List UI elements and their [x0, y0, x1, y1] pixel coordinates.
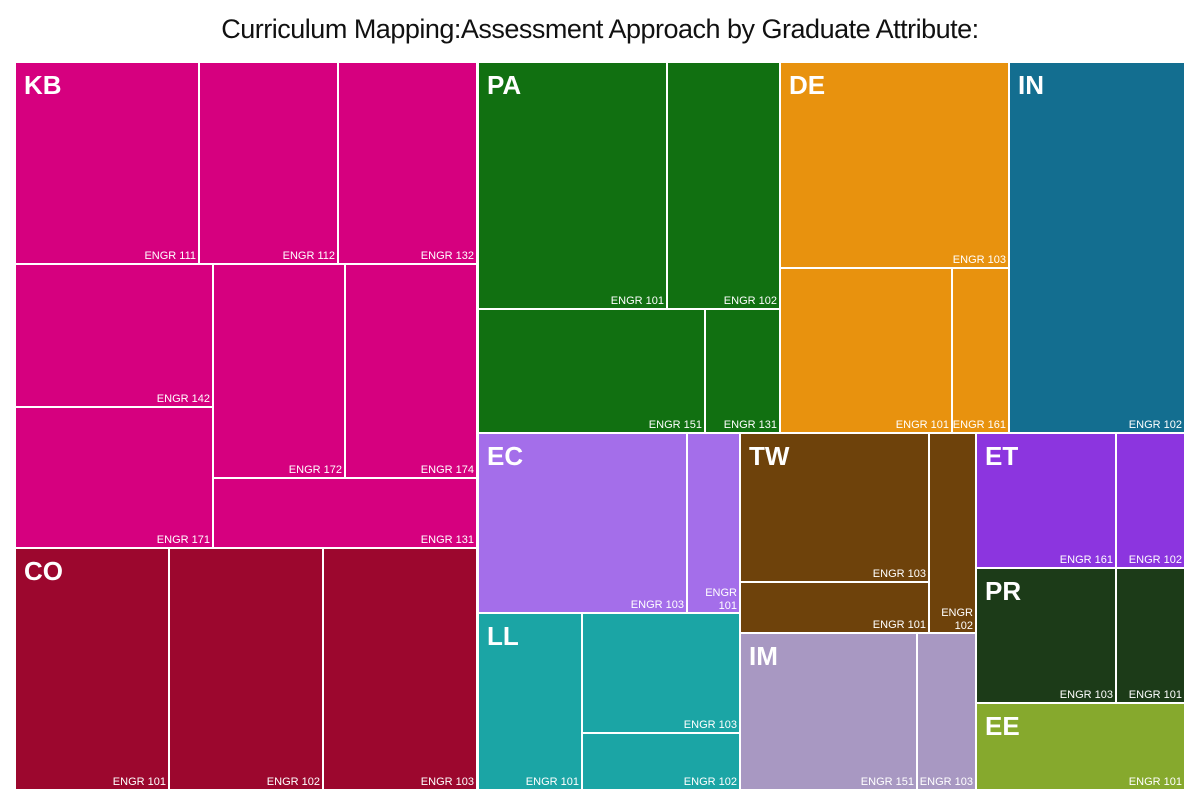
- group-label-im: IM: [749, 641, 778, 671]
- tile-label: ENGR 102: [724, 295, 777, 307]
- tile-label: ENGR 103: [873, 568, 926, 580]
- group-label-ec: EC: [487, 441, 523, 471]
- tile-label: ENGR 171: [157, 534, 210, 546]
- tile-label: ENGR 151: [861, 776, 914, 788]
- tile-et-engr-102[interactable]: [1115, 432, 1186, 569]
- tile-label: ENGR 103: [953, 254, 1006, 266]
- group-ec: ENGR 103 ENGR 101 EC: [477, 432, 741, 614]
- tile-co-engr-103[interactable]: [322, 547, 478, 791]
- tile-label: ENGR 101: [113, 776, 166, 788]
- group-pr: ENGR 103 ENGR 101 PR: [975, 567, 1186, 704]
- tile-kb-engr-112[interactable]: [198, 61, 339, 265]
- tile-label: ENGR 102: [941, 607, 973, 632]
- group-im: ENGR 151 ENGR 103 IM: [739, 632, 977, 791]
- group-ll: ENGR 101 ENGR 103 ENGR 102 LL: [477, 612, 741, 791]
- tile-label: ENGR 102: [1129, 554, 1182, 566]
- tile-label: ENGR 102: [684, 776, 737, 788]
- tile-pr-engr-103[interactable]: [975, 567, 1117, 704]
- tile-label: ENGR 103: [1060, 689, 1113, 701]
- tile-label: ENGR 111: [144, 250, 196, 262]
- tile-label: ENGR 102: [1129, 419, 1182, 431]
- tile-kb-engr-142[interactable]: [14, 263, 214, 408]
- tile-in-engr-102[interactable]: [1008, 61, 1186, 434]
- tile-co-engr-101[interactable]: [14, 547, 170, 791]
- chart-title: Curriculum Mapping:Assessment Approach b…: [221, 14, 979, 44]
- tile-im-engr-103[interactable]: [916, 632, 977, 791]
- tile-kb-engr-111[interactable]: [14, 61, 200, 265]
- group-label-in: IN: [1018, 70, 1044, 100]
- tile-label: ENGR 102: [267, 776, 320, 788]
- group-label-ee: EE: [985, 711, 1020, 741]
- tile-tw-engr-103[interactable]: [739, 432, 930, 583]
- tile-kb-engr-174[interactable]: [344, 263, 478, 479]
- tile-pa-engr-102[interactable]: [666, 61, 781, 310]
- group-ee: ENGR 101 EE: [975, 702, 1186, 791]
- tile-de-engr-161[interactable]: [951, 267, 1010, 434]
- group-label-pr: PR: [985, 576, 1021, 606]
- tile-label: ENGR 101: [1129, 776, 1182, 788]
- tile-label: ENGR 101: [873, 619, 926, 631]
- tile-kb-engr-131[interactable]: [212, 477, 478, 549]
- tile-label: ENGR 131: [724, 419, 777, 431]
- tile-label: ENGR 101: [705, 587, 737, 612]
- group-co: ENGR 101 ENGR 102 ENGR 103 CO: [14, 547, 478, 791]
- tile-ll-engr-101[interactable]: [477, 612, 583, 791]
- tile-label: ENGR 103: [920, 776, 973, 788]
- tile-kb-engr-171[interactable]: [14, 406, 214, 549]
- group-tw: ENGR 103 ENGR 101 ENGR 102 TW: [739, 432, 977, 634]
- tile-label: ENGR 101: [896, 419, 949, 431]
- tile-tw-engr-102[interactable]: [928, 432, 977, 634]
- group-de: ENGR 103 ENGR 101 ENGR 161 DE: [779, 61, 1010, 434]
- group-label-co: CO: [24, 556, 63, 586]
- tile-label: ENGR 161: [1060, 554, 1113, 566]
- tile-ee-engr-101[interactable]: [975, 702, 1186, 791]
- tile-label: ENGR 132: [421, 250, 474, 262]
- tile-pa-engr-131[interactable]: [704, 308, 781, 434]
- tile-kb-engr-132[interactable]: [337, 61, 478, 265]
- tile-ec-engr-101[interactable]: [686, 432, 741, 614]
- group-label-kb: KB: [24, 70, 62, 100]
- group-kb: ENGR 111 ENGR 112 ENGR 132 ENGR 142 ENGR 171…: [14, 61, 478, 549]
- group-pa: ENGR 101 ENGR 102 ENGR 151 ENGR 131 PA: [477, 61, 781, 434]
- tile-label: ENGR 101: [611, 295, 664, 307]
- tile-label: ENGR 103: [631, 599, 684, 611]
- tile-label: ENGR 142: [157, 393, 210, 405]
- tile-pr-engr-101[interactable]: [1115, 567, 1186, 704]
- tile-pa-engr-101[interactable]: [477, 61, 668, 310]
- tile-co-engr-102[interactable]: [168, 547, 324, 791]
- tile-label: ENGR 103: [684, 719, 737, 731]
- group-in: ENGR 102 IN: [1008, 61, 1186, 434]
- tile-ll-engr-102[interactable]: [581, 732, 741, 791]
- tile-label: ENGR 172: [289, 464, 342, 476]
- group-label-ll: LL: [487, 621, 519, 651]
- tile-kb-engr-172[interactable]: [212, 263, 346, 479]
- group-label-et: ET: [985, 441, 1018, 471]
- tile-label: ENGR 101: [526, 776, 579, 788]
- tile-label: ENGR 101: [1129, 689, 1182, 701]
- tile-tw-engr-101[interactable]: [739, 581, 930, 634]
- tile-label: ENGR 112: [283, 250, 335, 262]
- tile-label: ENGR 103: [421, 776, 474, 788]
- tile-label: ENGR 161: [953, 419, 1006, 431]
- tile-label: ENGR 174: [421, 464, 474, 476]
- tile-im-engr-151[interactable]: [739, 632, 918, 791]
- group-label-de: DE: [789, 70, 825, 100]
- tile-label: ENGR 131: [421, 534, 474, 546]
- tile-ll-engr-103[interactable]: [581, 612, 741, 734]
- group-label-pa: PA: [487, 70, 521, 100]
- tile-pa-engr-151[interactable]: [477, 308, 706, 434]
- group-et: ENGR 161 ENGR 102 ET: [975, 432, 1186, 569]
- tile-label: ENGR 151: [649, 419, 702, 431]
- group-label-tw: TW: [749, 441, 790, 471]
- tile-de-engr-101[interactable]: [779, 267, 953, 434]
- tile-et-engr-161[interactable]: [975, 432, 1117, 569]
